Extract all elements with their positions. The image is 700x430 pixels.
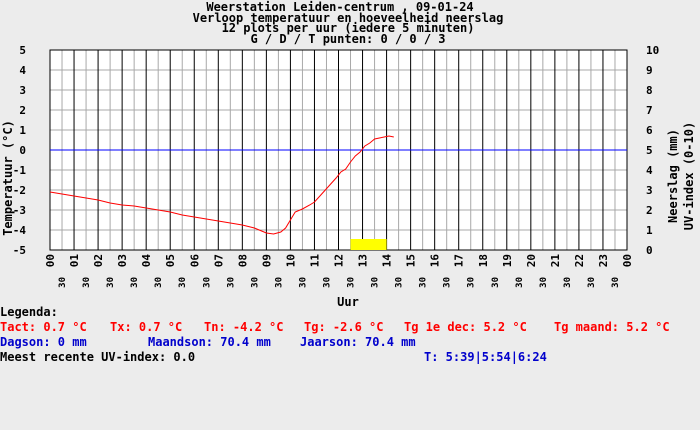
right-tick-label: 9 [646,64,653,77]
right-tick-label: 2 [646,204,653,217]
x-tick-hour-label: 12 [333,254,346,267]
right-tick-label: 0 [646,244,653,257]
temperature-chart: Weerstation Leiden-centrum , 09-01-24 Ve… [1,0,696,309]
left-tick-label: -3 [13,204,26,217]
legend-jaarson: Jaarson: 70.4 mm [300,335,416,349]
x-tick-half-label: 30 [202,277,212,288]
x-tick-hour-label: 23 [597,254,610,267]
y-axis-label-left: Temperatuur (°C) [1,120,15,236]
legend-dagson: Dagson: 0 mm [0,335,87,349]
x-tick-hour-label: 02 [92,254,105,267]
x-tick-hour-label: 16 [429,254,442,268]
x-tick-hour-label: 00 [44,254,57,267]
x-tick-half-label: 30 [563,277,573,288]
legend-times: T: 5:39|5:54|6:24 [424,350,547,364]
x-tick-half-label: 30 [371,277,381,288]
left-tick-label: 3 [19,84,26,97]
x-tick-hour-label: 22 [573,254,586,267]
x-tick-half-label: 30 [82,277,92,288]
legend-tg-maand: Tg maand: 5.2 °C [554,320,670,334]
x-tick-half-label: 30 [419,277,429,288]
left-tick-label: 2 [19,104,26,117]
x-tick-half-label: 30 [154,277,164,288]
left-tick-label: -2 [13,184,26,197]
legend-tn: Tn: -4.2 °C [204,320,284,334]
x-tick-hour-label: 10 [284,254,297,267]
x-tick-hour-label: 08 [236,254,249,267]
left-tick-label: 4 [19,64,26,77]
x-tick-half-label: 30 [130,277,140,288]
x-tick-hour-label: 20 [525,254,538,267]
temperature-line [49,135,394,235]
right-tick-label: 4 [646,164,653,177]
chart-subtitle-2: 12 plots per uur (iedere 5 minuten) [222,21,475,35]
legend-tg: Tg: -2.6 °C [304,320,384,334]
right-tick-label: 3 [646,184,653,197]
x-tick-half-label: 30 [178,277,188,288]
y-axis-label-right-1: Neerslag (mm) [666,129,680,223]
legend-tg-dec: Tg 1e dec: 5.2 °C [404,320,527,334]
right-tick-label: 5 [646,144,653,157]
series-group [49,135,394,250]
x-tick-hour-label: 21 [549,254,562,268]
legend-maandson: Maandson: 70.4 mm [148,335,271,349]
left-tick-label: 5 [19,44,26,57]
x-tick-hour-label: 17 [453,254,466,267]
x-tick-hour-label: 09 [260,254,273,267]
x-tick-hour-label: 07 [212,254,225,267]
x-tick-half-label: 30 [395,277,405,288]
legend-tact: Tact: 0.7 °C [0,320,87,334]
x-tick-half-label: 30 [58,277,68,288]
x-tick-hour-label: 13 [357,254,370,267]
x-tick-half-label: 30 [443,277,453,288]
x-tick-hour-label: 19 [501,254,514,267]
x-tick-half-label: 30 [274,277,284,288]
chart-title: Weerstation Leiden-centrum , 09-01-24 [206,0,473,14]
right-tick-label: 6 [646,124,653,137]
x-axis-label: Uur [337,295,359,309]
x-tick-half-label: 30 [491,277,501,288]
legend-heading: Legenda: [0,305,58,319]
x-tick-hour-label: 03 [116,254,129,267]
legend-tx: Tx: 0.7 °C [110,320,183,334]
left-tick-label: -4 [13,224,27,237]
x-tick-half-label: 30 [611,277,621,288]
left-tick-label: 1 [19,124,26,137]
left-tick-label: 0 [19,144,26,157]
x-tick-hour-label: 05 [164,254,177,267]
x-tick-hour-label: 04 [140,254,153,268]
x-tick-hour-label: 06 [188,254,201,268]
x-tick-hour-label: 15 [405,254,418,267]
x-tick-half-label: 30 [587,277,597,288]
y-axis-label-right-2: UV-index (0-10) [682,122,696,230]
x-tick-half-label: 30 [467,277,477,288]
x-tick-half-label: 30 [539,277,549,288]
x-tick-hour-label: 01 [68,254,81,268]
x-tick-half-label: 30 [322,277,332,288]
x-tick-hour-label: 11 [308,254,321,268]
legend-uv-recent: Meest recente UV-index: 0.0 [0,350,196,364]
x-tick-half-label: 30 [347,277,357,288]
x-tick-half-label: 30 [226,277,236,288]
left-tick-label: -1 [13,164,27,177]
x-tick-half-label: 30 [298,277,308,288]
x-tick-hour-label: 18 [477,254,490,267]
chart-subtitle-3: G / D / T punten: 0 / 0 / 3 [250,32,445,46]
left-axis-ticks: 5 4 3 2 1 0 -1 -2 -3 -4 -5 [13,44,27,257]
uv-bar [350,239,387,250]
x-axis-ticks: 0030013002300330043005300630073008300930… [44,254,634,288]
x-tick-hour-label: 14 [381,254,394,268]
left-tick-label: -5 [13,244,26,257]
x-tick-half-label: 30 [250,277,260,288]
x-tick-half-label: 30 [515,277,525,288]
right-tick-label: 7 [646,104,653,117]
right-tick-label: 8 [646,84,653,97]
right-tick-label: 10 [646,44,659,57]
chart-subtitle-1: Verloop temperatuur en hoeveelheid neers… [193,11,504,25]
grid-lines [49,49,628,251]
x-tick-hour-label: 00 [621,254,634,267]
x-tick-half-label: 30 [106,277,116,288]
right-tick-label: 1 [646,224,653,237]
